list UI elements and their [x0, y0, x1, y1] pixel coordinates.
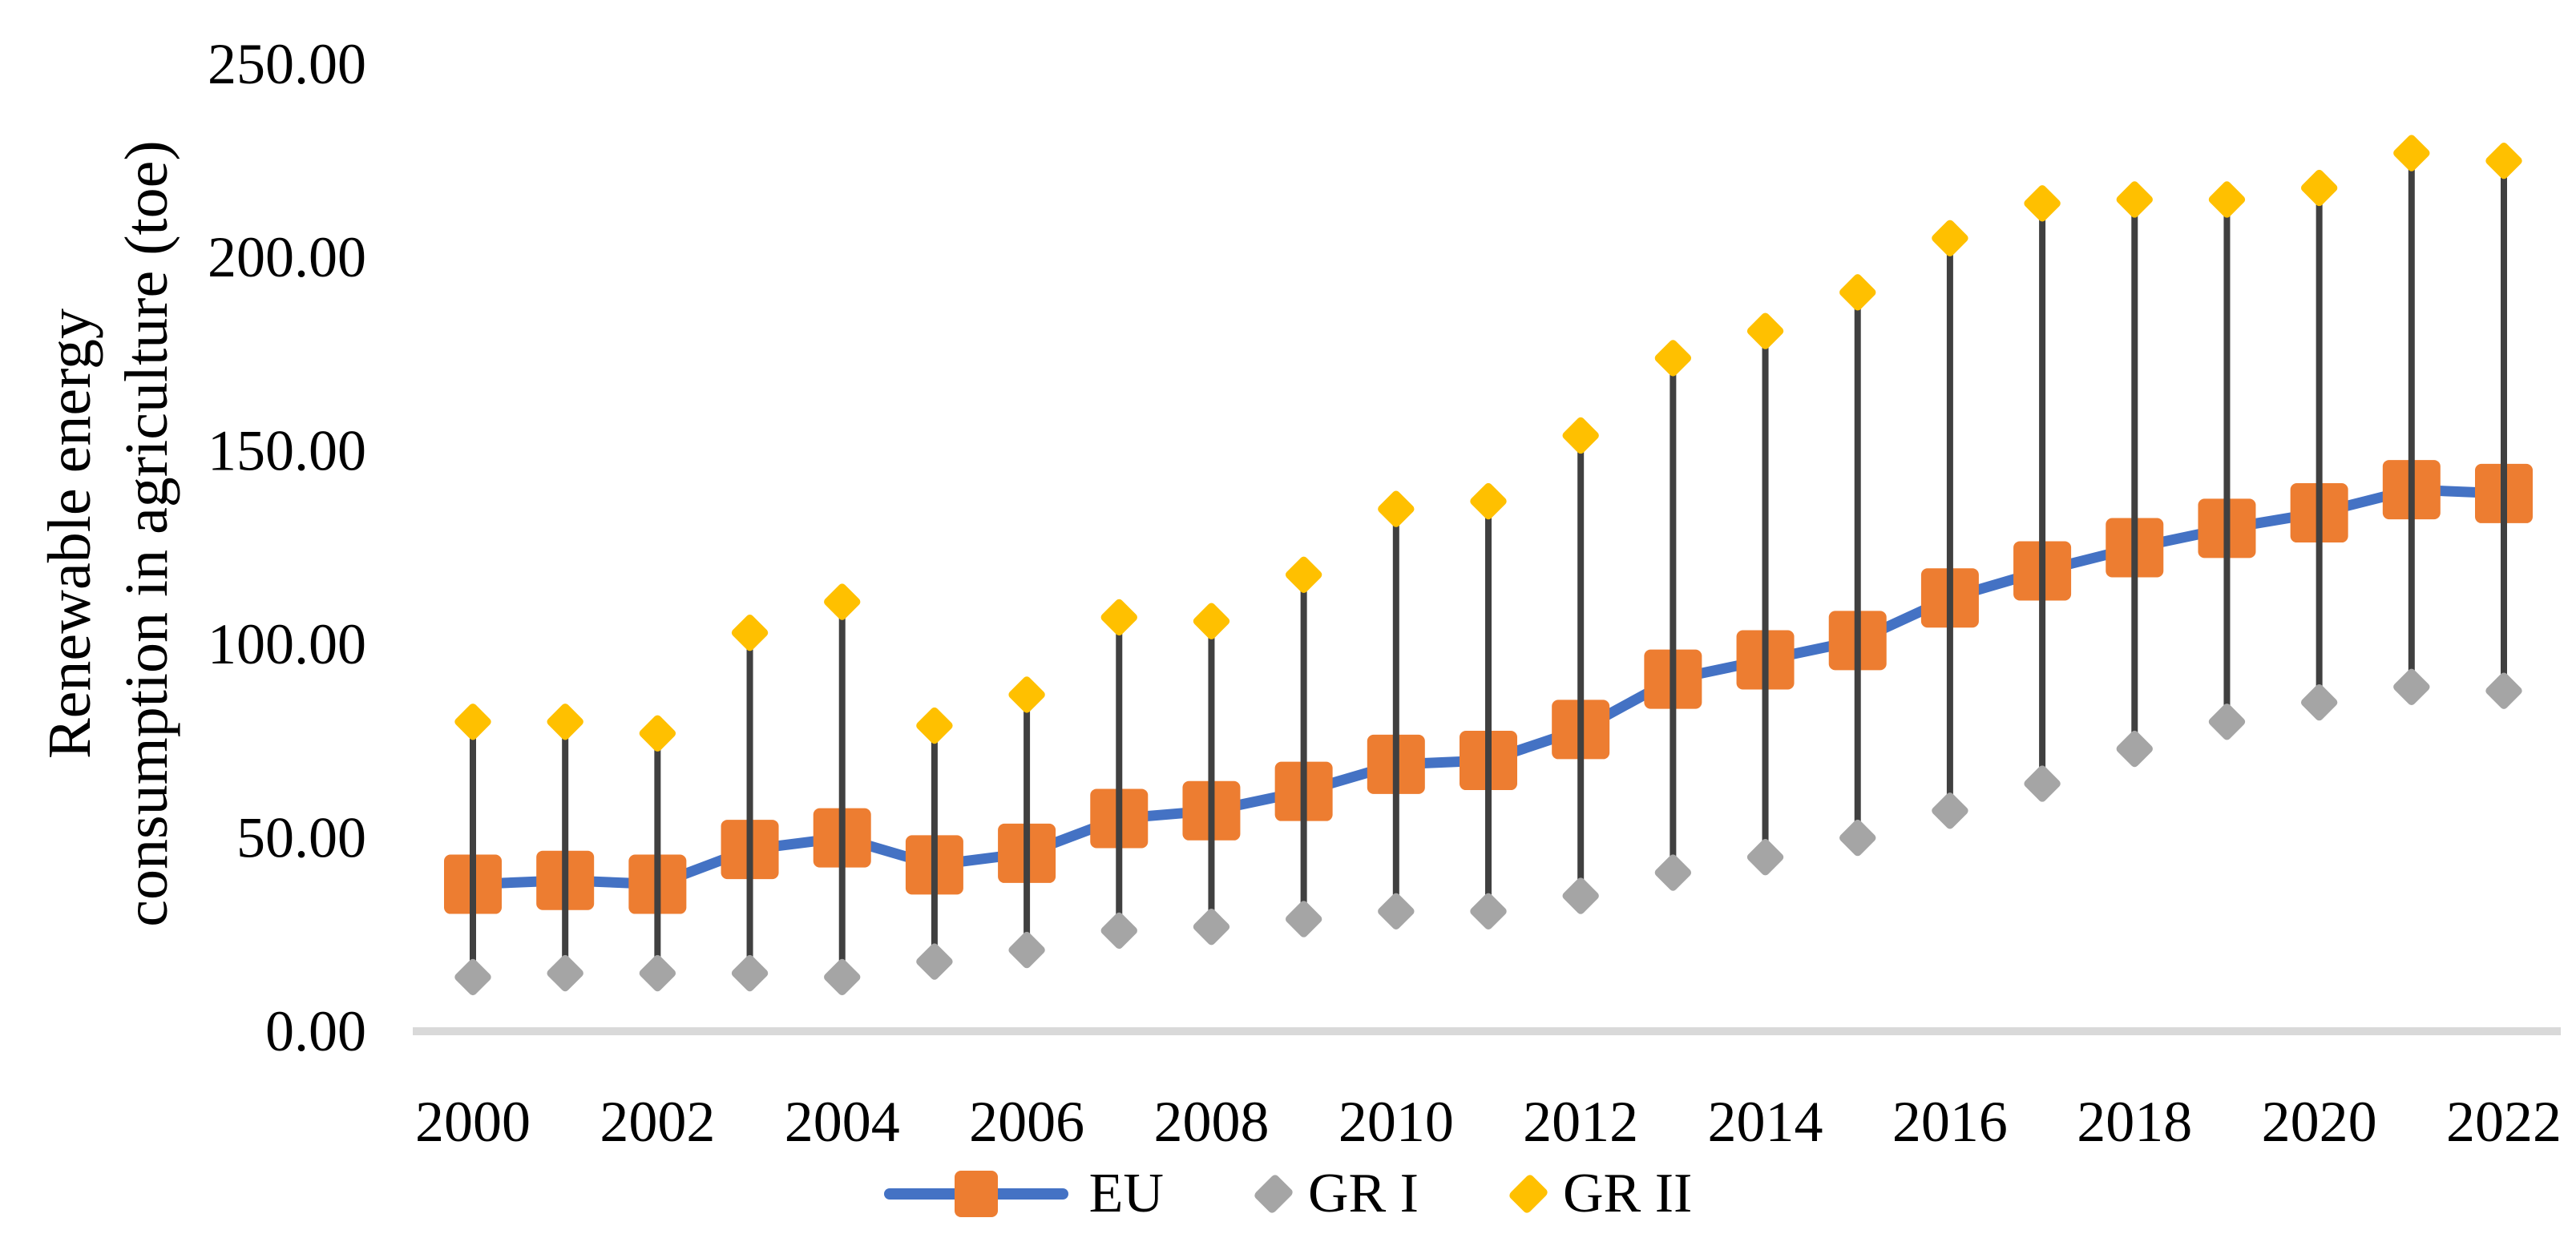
gr1-marker [1008, 931, 1045, 969]
gr1-marker [2393, 668, 2430, 705]
legend-label-gr1: GR I [1307, 1163, 1419, 1224]
gr2-marker [2485, 143, 2522, 179]
gr1-marker [1285, 901, 1322, 938]
gr2-marker [1193, 603, 1230, 639]
x-tick-label: 2004 [785, 1090, 900, 1154]
x-tick-label: 2014 [1708, 1090, 1823, 1154]
x-tick-label: 2012 [1523, 1090, 1638, 1154]
gr2-marker [916, 707, 953, 744]
gr2-marker [1285, 556, 1322, 593]
x-tick-label: 2006 [969, 1090, 1084, 1154]
y-tick-label: 250.00 [208, 32, 366, 96]
gr2-marker [824, 583, 861, 620]
x-tick-label: 2016 [1892, 1090, 2008, 1154]
gr2-marker [2208, 181, 2246, 218]
gr1-marker [2485, 672, 2522, 709]
y-tick-label: 0.00 [265, 999, 366, 1063]
legend-item-gr2: GR II [1508, 1154, 1693, 1234]
gr2-marker [1470, 482, 1507, 520]
gr1-marker [1562, 877, 1599, 914]
gr2-marker [2116, 181, 2153, 218]
x-tick-label: 2022 [2446, 1090, 2562, 1154]
gr1-marker [1100, 912, 1137, 950]
gr1-marker [2300, 683, 2338, 721]
gr2-marker [731, 615, 769, 651]
legend: EU GR I GR II [0, 1154, 2576, 1234]
gr1-marker [1746, 839, 1784, 876]
gr1-marker [1932, 792, 1968, 829]
gr2-marker [1378, 490, 1415, 527]
gr1-marker [916, 943, 953, 980]
gr1-marker [1378, 893, 1415, 930]
gr1-marker [1654, 854, 1692, 891]
legend-label-gr2: GR II [1563, 1163, 1693, 1224]
gold-diamond-icon [1508, 1173, 1549, 1215]
legend-label-eu: EU [1088, 1163, 1164, 1224]
gr1-marker [2024, 765, 2061, 802]
x-tick-label: 2002 [600, 1090, 715, 1154]
gr1-marker [454, 958, 491, 996]
gr1-marker [639, 954, 676, 992]
gr2-marker [1839, 274, 1876, 311]
gr1-marker [731, 954, 769, 992]
gr2-marker [2024, 185, 2061, 222]
gr2-marker [1746, 313, 1784, 349]
y-tick-label: 200.00 [208, 225, 366, 289]
gr2-marker [1008, 676, 1045, 713]
x-tick-label: 2000 [415, 1090, 531, 1154]
gr1-marker [1470, 893, 1507, 930]
gr2-marker [547, 704, 583, 740]
y-tick-label: 50.00 [236, 805, 366, 869]
legend-item-gr1: GR I [1253, 1154, 1419, 1234]
gr2-marker [1932, 220, 1968, 256]
legend-item-eu: EU [883, 1154, 1164, 1234]
gr2-marker [2300, 169, 2338, 207]
gr2-marker [1100, 599, 1137, 636]
y-tick-label: 100.00 [208, 612, 366, 676]
gr2-marker [1562, 417, 1599, 454]
gr2-marker [2393, 135, 2430, 171]
gr2-marker [454, 704, 491, 740]
gr1-marker [1193, 908, 1230, 946]
gr1-marker [824, 958, 861, 996]
x-tick-label: 2020 [2262, 1090, 2377, 1154]
gr2-marker [1654, 340, 1692, 377]
gr1-marker [547, 954, 583, 992]
gray-diamond-icon [1253, 1173, 1294, 1215]
x-tick-label: 2010 [1338, 1090, 1454, 1154]
gr1-marker [1839, 819, 1876, 857]
eu-line-square-icon [883, 1171, 1068, 1217]
y-tick-label: 150.00 [208, 419, 366, 483]
gr2-marker [639, 715, 676, 752]
gr1-marker [2116, 730, 2153, 768]
gr1-marker [2208, 704, 2246, 740]
x-tick-label: 2018 [2077, 1090, 2192, 1154]
x-tick-label: 2008 [1153, 1090, 1269, 1154]
eu-square-icon [954, 1171, 998, 1217]
